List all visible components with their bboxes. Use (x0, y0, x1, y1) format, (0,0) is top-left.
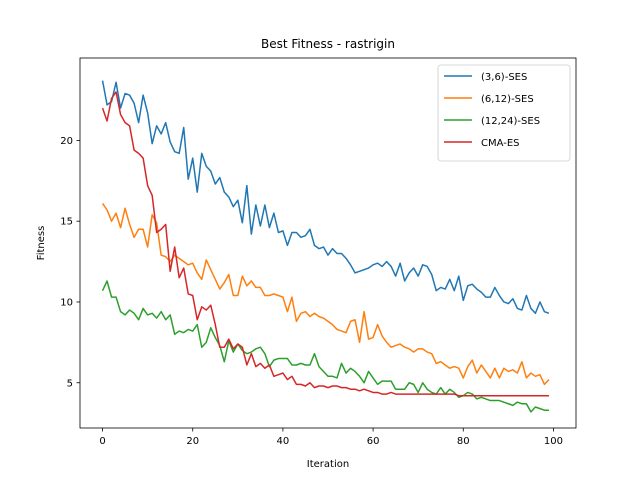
legend-label-0: (3,6)-SES (481, 72, 527, 83)
plot-lines (101, 80, 550, 413)
legend-label-1: (6,12)-SES (481, 94, 534, 105)
plot-frame (79, 57, 577, 429)
legend: (3,6)-SES (6,12)-SES (12,24)-SES CMA-ES (437, 64, 571, 162)
y-tick-label: 20 (60, 136, 73, 147)
x-axis: 0 20 40 60 80 100 (99, 428, 563, 447)
series-line-3 (101, 91, 549, 397)
y-tick-label: 10 (60, 297, 73, 308)
x-tick-label: 100 (544, 436, 563, 447)
y-tick-label: 5 (67, 378, 73, 389)
series-line-0 (101, 80, 550, 315)
x-tick-label: 20 (186, 436, 199, 447)
y-axis: 5 10 15 20 (60, 136, 80, 389)
legend-label-3: CMA-ES (481, 138, 520, 149)
y-axis-label: Fitness (36, 226, 47, 261)
x-axis-label: Iteration (307, 459, 349, 470)
chart-title: Best Fitness - rastrigin (261, 37, 395, 51)
legend-box (437, 64, 571, 162)
series-line-1 (101, 202, 550, 386)
x-tick-label: 60 (367, 436, 380, 447)
x-tick-label: 40 (277, 436, 290, 447)
series-line-2 (101, 280, 549, 413)
y-tick-label: 15 (60, 217, 73, 228)
legend-label-2: (12,24)-SES (481, 116, 540, 127)
x-tick-label: 0 (99, 436, 105, 447)
x-tick-label: 80 (457, 436, 470, 447)
